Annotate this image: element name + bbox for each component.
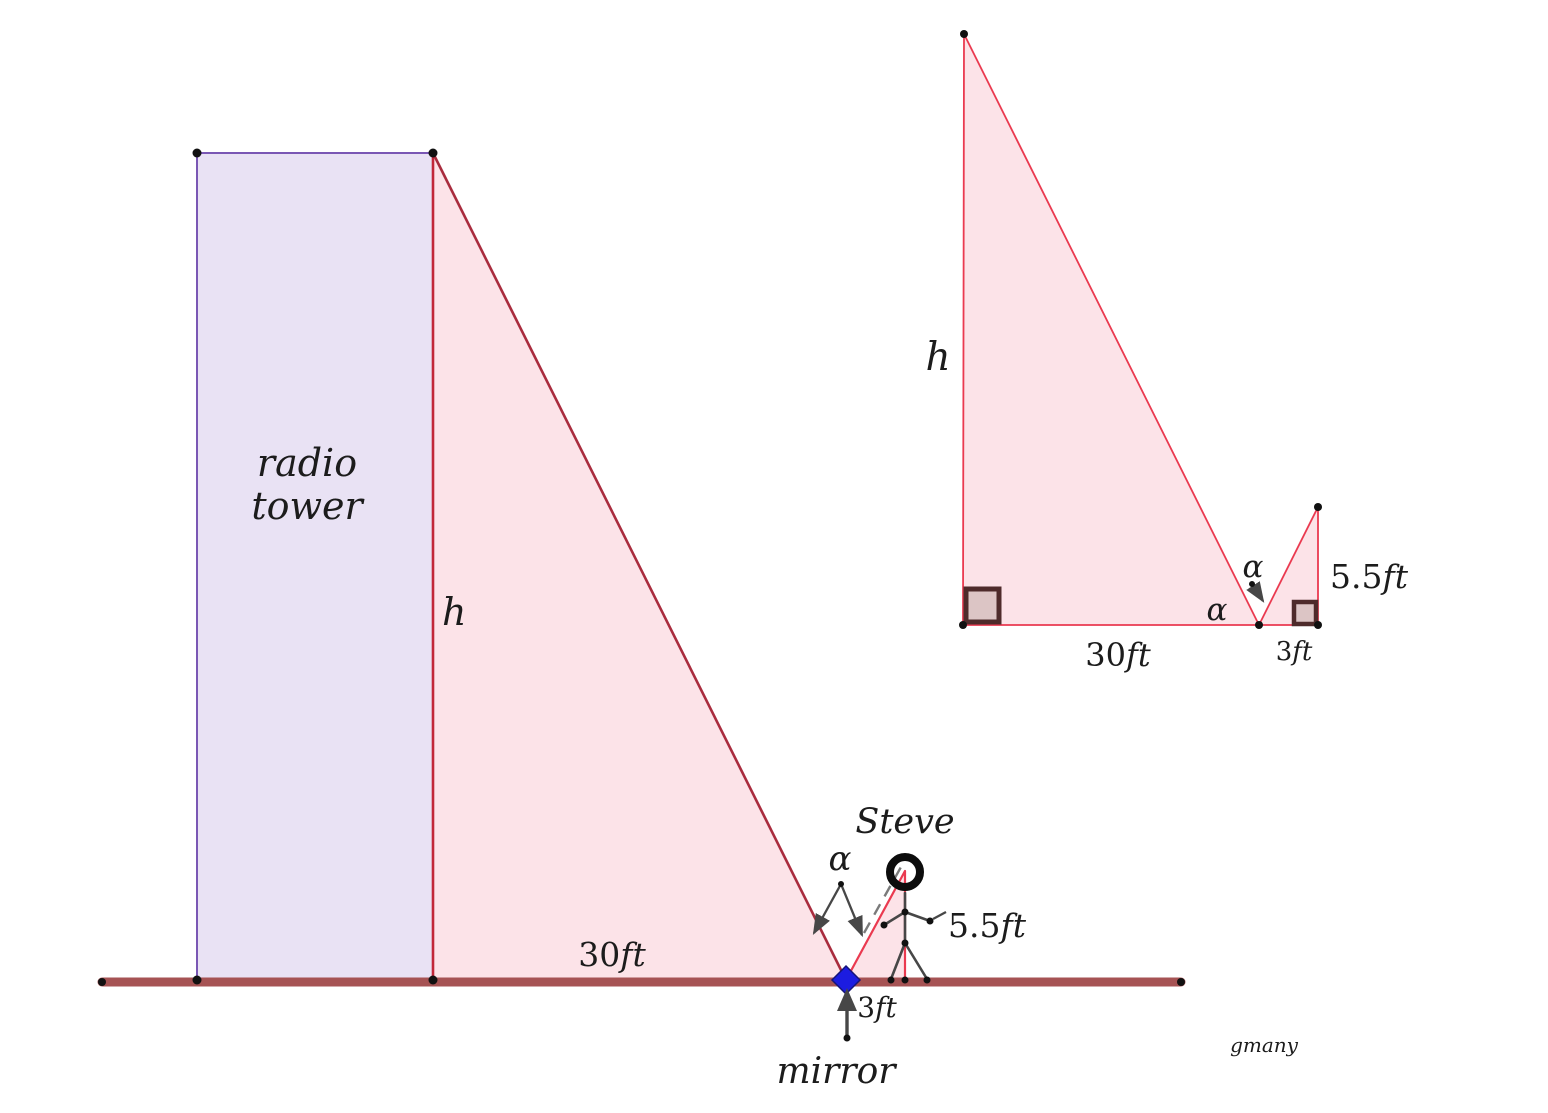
vertex-dot <box>1255 621 1263 629</box>
inset-large-triangle <box>962 33 1260 626</box>
main-person-height-value: 5.5 <box>948 906 1000 945</box>
person-height-leader <box>932 910 947 921</box>
main-base-unit: ft <box>617 935 646 974</box>
inset-person-height-label: 5.5ft <box>1330 557 1409 596</box>
radio-tower-label-line1: radio <box>257 441 357 485</box>
main-base-label: 30ft <box>578 935 646 974</box>
steve-figure <box>882 853 932 981</box>
inset-base-value: 30 <box>1085 636 1126 674</box>
main-offset-label: 3ft <box>857 991 897 1024</box>
vertex-dot <box>192 148 202 158</box>
signature: gmany <box>1230 1033 1299 1057</box>
right-angle-mark-left <box>963 586 1002 625</box>
vertex-dot <box>428 148 438 158</box>
main-person-height-label: 5.5ft <box>948 906 1027 945</box>
inset-alpha-left-label: α <box>1207 592 1228 628</box>
vertex-dot <box>838 881 844 887</box>
inset-base-unit: ft <box>1124 636 1151 674</box>
inset-base-label: 30ft <box>1085 636 1151 674</box>
vertex-dot <box>887 976 895 984</box>
alpha-arrow-left <box>812 883 843 936</box>
main-base-value: 30 <box>578 935 620 974</box>
steve-right-leg <box>903 941 929 981</box>
main-offset-unit: ft <box>873 991 897 1024</box>
steve-right-arm <box>903 910 932 923</box>
main-figure: radio tower h 30ft α Steve 5.5ft 3ft mir… <box>97 148 1186 1092</box>
vertex-dot <box>1249 581 1255 587</box>
vertex-dot <box>1314 621 1322 629</box>
radio-tower-rect <box>196 152 434 981</box>
steve-left-leg <box>889 941 907 981</box>
main-alpha-label: α <box>829 839 852 879</box>
vertex-dots-main <box>98 148 1185 1042</box>
steve-label: Steve <box>855 802 954 842</box>
vertex-dot <box>192 975 202 985</box>
mirror-arrow-head <box>837 988 857 1011</box>
inset-offset-value: 3 <box>1276 637 1293 667</box>
steve-left-arm <box>882 910 907 927</box>
vertex-dots-inset <box>959 30 1322 629</box>
main-offset-value: 3 <box>857 991 875 1024</box>
main-person-height-unit: ft <box>997 906 1026 945</box>
steve-head <box>886 853 924 891</box>
vertex-dot <box>901 976 909 984</box>
vertex-dot <box>98 978 106 986</box>
vertex-dot <box>959 621 967 629</box>
inset-figure: h 30ft 3ft 5.5ft α α <box>925 30 1409 674</box>
vertex-dot <box>923 976 931 984</box>
vertex-dot <box>428 975 438 985</box>
mirror-label: mirror <box>777 1051 898 1092</box>
vertex-dot <box>843 1034 851 1042</box>
right-angle-mark-right <box>1291 599 1319 627</box>
vertex-dot <box>1314 503 1322 511</box>
inset-offset-unit: ft <box>1290 637 1313 667</box>
vertex-dot <box>880 921 888 929</box>
vertex-dot <box>926 917 934 925</box>
inset-alpha-right-label: α <box>1243 549 1264 585</box>
inset-person-height-value: 5.5 <box>1330 557 1382 596</box>
inset-small-triangle <box>1258 506 1319 626</box>
vertex-dot <box>901 908 909 916</box>
inset-alpha-arrow <box>1246 581 1265 603</box>
inset-person-height-unit: ft <box>1379 557 1408 596</box>
vertex-dot <box>901 939 909 947</box>
inset-offset-label: 3ft <box>1276 637 1313 667</box>
main-triangle-hypotenuse <box>431 152 848 981</box>
alpha-arrow-right <box>839 883 864 938</box>
vertex-dot <box>1177 978 1185 986</box>
alpha-annotation-main <box>812 883 864 938</box>
mirror-pointer <box>837 988 857 1038</box>
inset-height-label: h <box>925 335 950 380</box>
vertex-dot <box>960 30 968 38</box>
radio-tower-label-line2: tower <box>251 484 365 528</box>
main-height-label: h <box>442 590 466 634</box>
